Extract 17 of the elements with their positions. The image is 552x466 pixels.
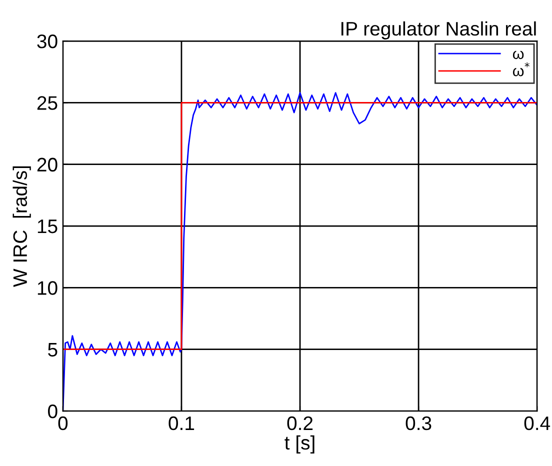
- y-axis-title: W IRC [rad/s]: [12, 166, 31, 287]
- y-tick-label: 0: [48, 404, 58, 418]
- y-tick-label: 15: [38, 220, 58, 234]
- y-tick-label: 20: [37, 158, 58, 172]
- legend-label: ω$^{*}$: [512, 62, 530, 76]
- chart-title: IP regulator Naslin real: [341, 21, 536, 40]
- y-tick-label: 10: [38, 281, 58, 295]
- x-tick-label: 0.4: [524, 416, 550, 430]
- y-tick-label: 30: [37, 34, 58, 48]
- legend-label: ω: [512, 50, 524, 60]
- x-axis-title: t [s]: [284, 435, 314, 454]
- x-tick-label: 0: [58, 416, 68, 430]
- x-tick-label: 0.3: [406, 416, 432, 430]
- x-tick-label: 0.2: [287, 416, 313, 430]
- y-tick-label: 25: [37, 96, 58, 110]
- x-tick-label: 0.1: [168, 416, 194, 430]
- y-tick-label: 5: [48, 343, 58, 357]
